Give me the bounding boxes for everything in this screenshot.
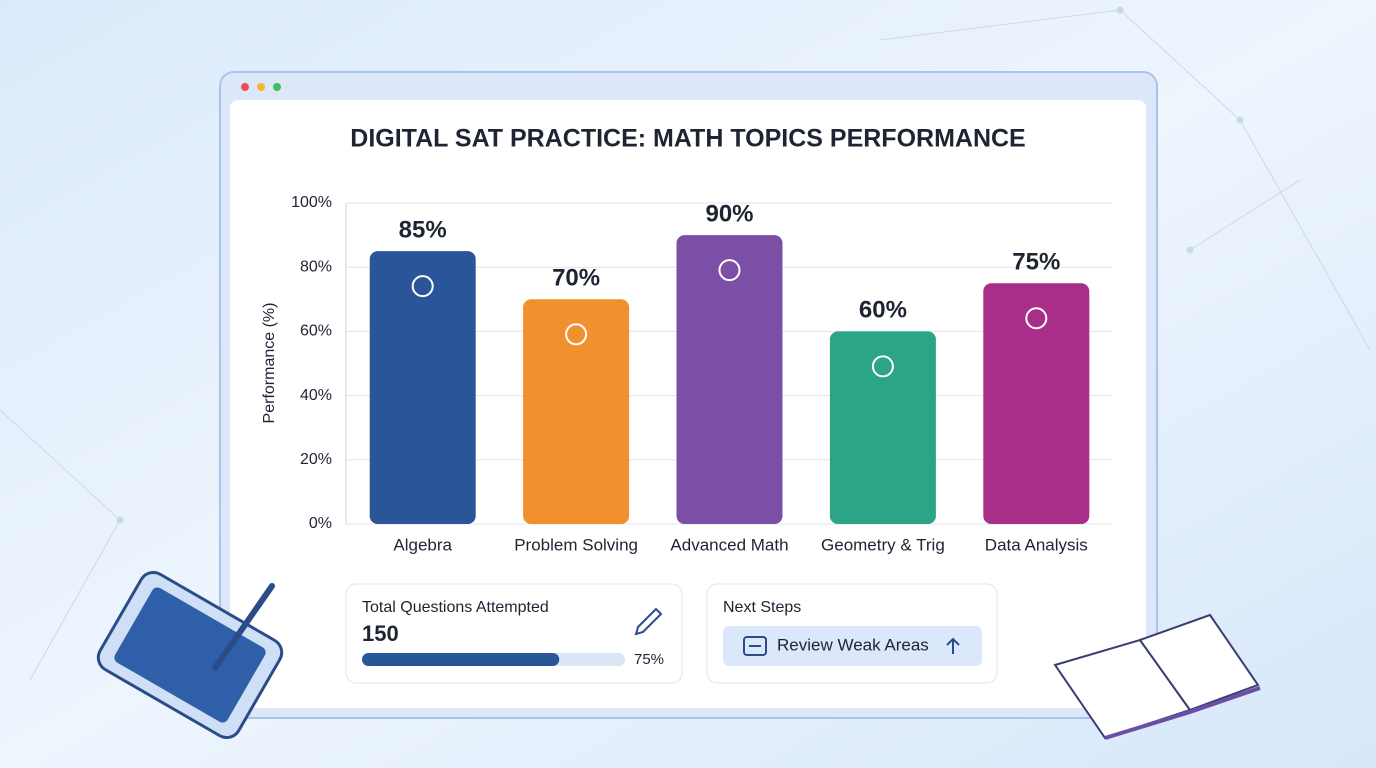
x-tick-label: Algebra [393,535,452,554]
review-button[interactable] [723,626,982,666]
y-tick-label: 0% [309,515,332,532]
bar [829,331,936,524]
bar [676,235,783,524]
x-tick-label: Problem Solving [514,535,638,554]
y-axis-label: Performance (%) [261,303,278,424]
x-tick-label: Geometry & Trig [821,535,945,554]
bar [369,251,476,524]
y-tick-label: 100% [291,194,332,211]
bar-icon [411,275,434,298]
summary-label: Total Questions Attempted [362,599,549,616]
value-label: 90% [705,200,753,227]
value-label: 70% [552,265,600,292]
book-decor [1053,613,1261,740]
chart-title: DIGITAL SAT PRACTICE: MATH TOPICS PERFOR… [350,125,1025,153]
value-label: 85% [399,216,447,243]
value-label: 75% [1012,249,1060,276]
y-tick-label: 80% [300,258,332,275]
bar-icon [718,259,741,282]
x-tick-label: Data Analysis [985,535,1088,554]
bar-icon [565,323,588,346]
next-steps-title: Next Steps [723,599,801,616]
progress-fill [362,653,560,666]
summary-count: 150 [362,621,399,646]
y-tick-label: 40% [300,387,332,404]
y-tick-label: 60% [300,323,332,340]
bar-icon [1025,307,1048,330]
bar [983,283,1090,524]
pencil-icon [634,607,663,636]
button-icon [743,636,767,656]
network-decor [0,6,1371,681]
review-button-label[interactable]: Review Weak Areas [777,635,929,654]
tablet-decor [96,570,284,740]
bar [523,299,630,524]
progress-label: 75% [634,651,664,668]
arrow-icon [946,637,960,654]
y-tick-label: 20% [300,451,332,468]
window-dot [273,83,281,91]
x-tick-label: Advanced Math [670,535,788,554]
bar-icon [871,355,894,378]
value-label: 60% [859,297,907,324]
window-dot [257,83,265,91]
window-dot [241,83,249,91]
